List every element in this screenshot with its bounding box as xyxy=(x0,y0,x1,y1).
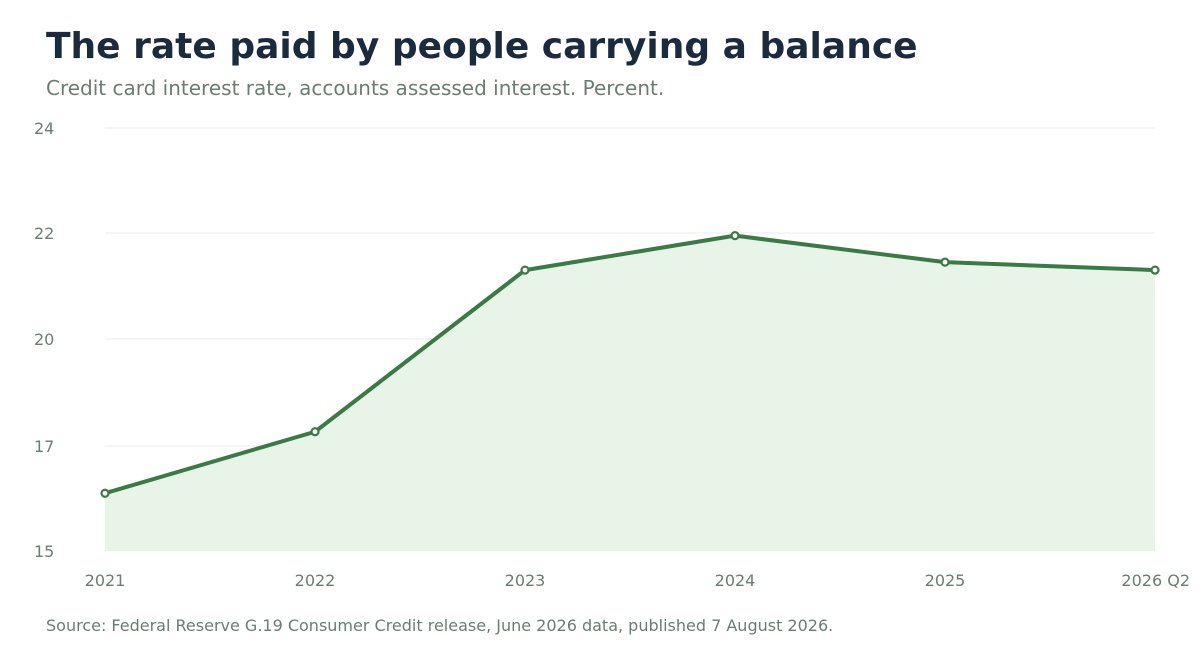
line-layer xyxy=(103,233,1157,496)
x-tick-label: 2026 Q2 xyxy=(1121,571,1190,590)
chart-subtitle: Credit card interest rate, accounts asse… xyxy=(46,76,665,100)
source-note: Source: Federal Reserve G.19 Consumer Cr… xyxy=(46,616,834,635)
y-axis-ticks: 15 17 20 22 24 xyxy=(34,119,54,561)
x-tick-label: 2023 xyxy=(505,571,546,590)
x-tick-label: 2024 xyxy=(715,571,756,590)
data-point xyxy=(520,265,530,275)
x-tick-label: 2025 xyxy=(925,571,966,590)
y-tick-label: 24 xyxy=(34,119,54,138)
data-point xyxy=(730,231,740,241)
markers-layer xyxy=(100,231,1160,498)
chart-title: The rate paid by people carrying a balan… xyxy=(46,26,918,67)
y-tick-label: 17 xyxy=(34,437,54,456)
x-axis-ticks: 2021 2022 2023 2024 2025 2026 Q2 xyxy=(85,571,1190,590)
x-tick-label: 2022 xyxy=(295,571,336,590)
y-tick-label: 22 xyxy=(34,224,54,243)
y-tick-label: 20 xyxy=(34,330,54,349)
series-line xyxy=(103,233,1157,496)
data-point xyxy=(940,257,950,267)
area-layer xyxy=(105,235,1155,551)
x-tick-label: 2021 xyxy=(85,571,126,590)
data-point xyxy=(310,427,320,437)
data-point xyxy=(100,488,110,498)
y-tick-label: 15 xyxy=(34,542,54,561)
data-point xyxy=(1150,265,1160,275)
series-area xyxy=(105,235,1155,551)
